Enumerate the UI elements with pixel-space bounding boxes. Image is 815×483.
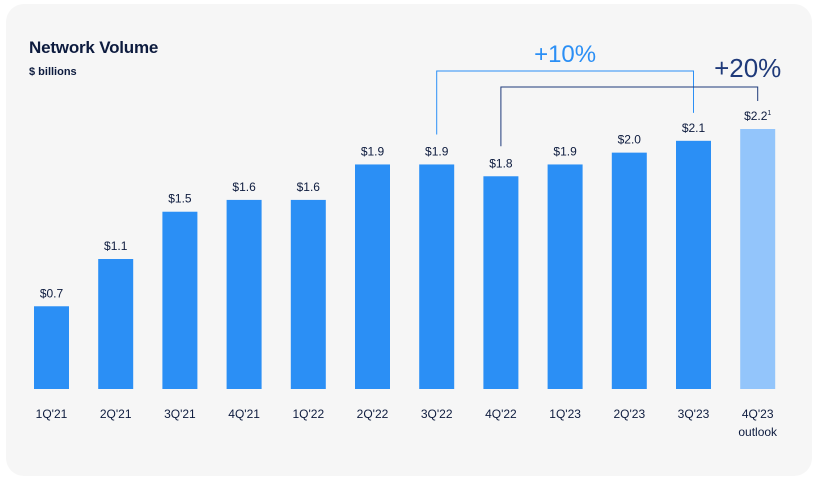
bar-2Q22 bbox=[355, 164, 390, 389]
bar-3Q23 bbox=[676, 140, 711, 389]
bar-3Q22 bbox=[419, 164, 455, 389]
x-tick-label: 4Q'21 bbox=[228, 407, 260, 421]
chart-title: Network Volume bbox=[29, 38, 159, 57]
growth-bracket-1 bbox=[436, 70, 694, 135]
bar-2Q23 bbox=[611, 152, 647, 389]
bar-1Q23 bbox=[547, 164, 583, 389]
x-tick-label: 1Q'23 bbox=[549, 407, 581, 421]
data-label: $2.1 bbox=[682, 121, 706, 135]
x-tick-sublabel: outlook bbox=[738, 425, 778, 439]
bar-1Q21 bbox=[34, 306, 69, 389]
data-label: $1.9 bbox=[425, 144, 449, 158]
growth-bracket-2 bbox=[500, 86, 759, 147]
data-label: $2.0 bbox=[618, 133, 642, 147]
data-label: $2.21 bbox=[744, 109, 771, 123]
growth-label-2: +20% bbox=[714, 53, 781, 83]
bar-4Q22 bbox=[483, 176, 519, 389]
data-label: $1.6 bbox=[232, 180, 256, 194]
data-label: $0.7 bbox=[40, 286, 64, 300]
x-tick-label: 4Q'23 bbox=[742, 407, 774, 421]
bar-4Q21 bbox=[226, 199, 262, 389]
x-tick-label: 3Q'21 bbox=[164, 407, 196, 421]
data-label: $1.5 bbox=[168, 192, 192, 206]
bar-4Q23 bbox=[740, 129, 776, 389]
bar-3Q21 bbox=[162, 211, 198, 389]
growth-label-1: +10% bbox=[534, 41, 596, 68]
x-tick-label: 2Q'21 bbox=[100, 407, 132, 421]
x-tick-label: 3Q'22 bbox=[421, 407, 453, 421]
x-tick-label: 3Q'23 bbox=[678, 407, 710, 421]
x-tick-label: 2Q'22 bbox=[357, 407, 389, 421]
x-tick-label: 1Q'22 bbox=[292, 407, 324, 421]
chart-subtitle: $ billions bbox=[29, 66, 77, 78]
data-label: $1.9 bbox=[553, 144, 577, 158]
bar-1Q22 bbox=[290, 199, 326, 389]
bar-2Q21 bbox=[98, 259, 134, 389]
data-label: $1.8 bbox=[489, 156, 513, 170]
x-tick-label: 2Q'23 bbox=[613, 407, 645, 421]
x-tick-label: 4Q'22 bbox=[485, 407, 517, 421]
data-label: $1.1 bbox=[104, 239, 128, 253]
x-tick-label: 1Q'21 bbox=[36, 407, 68, 421]
data-label: $1.9 bbox=[361, 144, 385, 158]
footnote-mark: 1 bbox=[767, 110, 771, 117]
data-label: $1.6 bbox=[297, 180, 321, 194]
